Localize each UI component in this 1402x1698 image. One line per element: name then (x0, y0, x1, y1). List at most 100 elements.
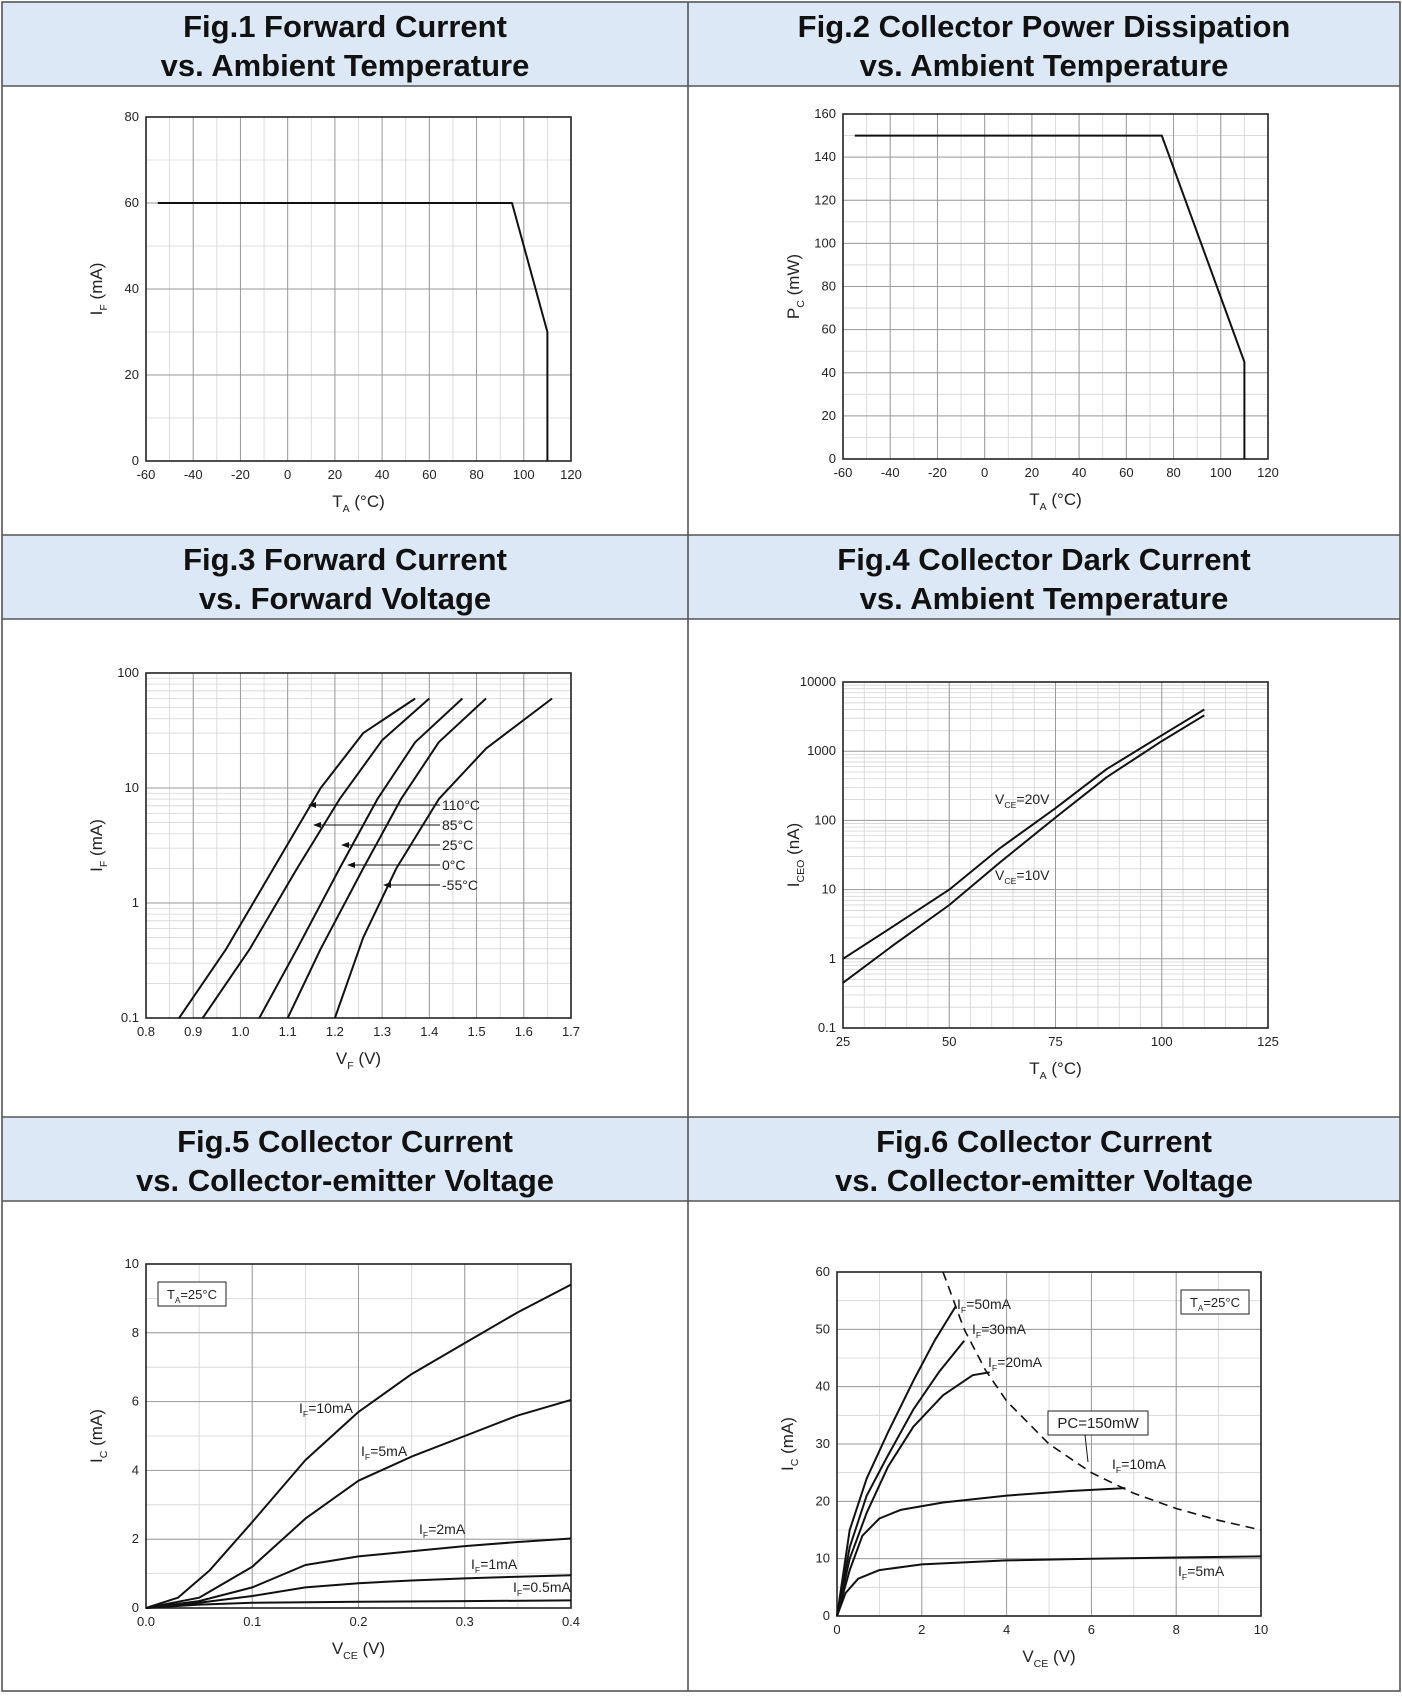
x-tick-label: 1.2 (326, 1024, 344, 1039)
series-line-1 (178, 697, 416, 1019)
series-label: VCE=20V (995, 791, 1050, 810)
figure-title-line2: vs. Forward Voltage (199, 581, 491, 616)
x-axis-title-rest: (°C) (350, 492, 385, 511)
figure-title-line1: Fig.1 Forward Current (183, 9, 507, 44)
power-limit-curve (942, 1271, 1262, 1531)
x-axis-title-main: V (1022, 1647, 1034, 1666)
series-label: IF=5mA (1178, 1563, 1225, 1582)
y-axis-title: PC (mW) (784, 254, 807, 319)
power-limit-box (1047, 1410, 1149, 1436)
x-axis-title: VCE (V) (332, 1639, 385, 1662)
y-tick-label: 4 (132, 1462, 139, 1477)
x-tick-label: 4 (1003, 1622, 1010, 1637)
y-tick-label: 60 (125, 195, 139, 210)
x-tick-label: 100 (1151, 1034, 1173, 1049)
plot-frame (145, 116, 572, 462)
panel-1: Fig.1 Forward Current vs. Ambient Tempera… (87, 9, 582, 515)
y-tick-label: 100 (117, 665, 139, 680)
y-tick-label: 40 (125, 281, 139, 296)
series-label-main: V (995, 791, 1005, 807)
plot-frame (842, 681, 1269, 1029)
x-axis-title-sub: A (1040, 1070, 1047, 1082)
y-tick-label: 0 (829, 451, 836, 466)
y-axis-title-main: I (784, 882, 803, 887)
y-axis-title-rest: (mA) (778, 1417, 797, 1459)
figure-title-line2: vs. Collector-emitter Voltage (136, 1163, 554, 1198)
x-axis-title-rest: (V) (354, 1049, 381, 1068)
series-label-rest: =5mA (370, 1443, 408, 1459)
x-tick-label: 1.4 (420, 1024, 438, 1039)
x-tick-label: -20 (231, 467, 250, 482)
x-tick-label: 100 (1210, 465, 1232, 480)
y-tick-label: 80 (125, 109, 139, 124)
series-label-rest: =20V (1016, 791, 1050, 807)
y-tick-label: 50 (816, 1321, 830, 1336)
series-pointer-arrowhead (308, 802, 316, 808)
panel-3: Fig.3 Forward Current vs. Forward Voltage… (87, 542, 580, 1072)
series-label-rest: =10mA (308, 1400, 353, 1416)
power-limit-pointer (1084, 1434, 1089, 1463)
figure-title-line2: vs. Ambient Temperature (161, 48, 530, 83)
y-axis-title-main: I (87, 1458, 106, 1463)
series-label-sub: F (976, 1330, 981, 1340)
y-tick-label: 100 (814, 812, 836, 827)
y-tick-label: 60 (822, 322, 836, 337)
series-label-sub: F (961, 1305, 966, 1315)
series-label-rest: =5mA (1187, 1563, 1225, 1579)
series-label-sub: F (992, 1363, 997, 1373)
series-line-3 (145, 1537, 572, 1609)
y-tick-label: 10000 (800, 674, 836, 689)
series-label-main: V (995, 867, 1005, 883)
condition-label-sub: A (175, 1296, 181, 1305)
series-label-main: I (1178, 1563, 1182, 1579)
major-grid (842, 113, 1269, 460)
series-line-3 (258, 697, 464, 1019)
series-label: IF=2mA (419, 1521, 466, 1540)
figure-title-line1: Fig.2 Collector Power Dissipation (798, 9, 1291, 44)
x-tick-label: 80 (1166, 465, 1180, 480)
y-axis-title-sub: F (98, 304, 110, 311)
y-tick-label: 30 (816, 1436, 830, 1451)
series-label: 110°C (442, 797, 480, 813)
x-tick-label: 1.0 (231, 1024, 249, 1039)
x-axis-title-sub: A (1040, 501, 1047, 513)
y-tick-label: 100 (814, 235, 836, 250)
x-tick-label: -40 (184, 467, 203, 482)
series-label-main: I (419, 1521, 423, 1537)
series-line-5 (145, 1599, 572, 1609)
series-line-2 (145, 1398, 572, 1609)
series-label-sub: CE (1004, 876, 1016, 886)
x-axis-title: TA (°C) (1029, 1059, 1082, 1082)
series-label-sub: F (1116, 1465, 1121, 1475)
y-axis-title-sub: F (98, 860, 110, 867)
x-axis-title: TA (°C) (332, 492, 385, 515)
condition-label: TA=25°C (167, 1287, 217, 1305)
series-label: IF=20mA (988, 1354, 1043, 1373)
plot-frame (145, 672, 572, 1019)
x-axis-title-rest: (V) (1048, 1647, 1075, 1666)
y-axis-title-rest: (mW) (784, 254, 803, 300)
x-axis-title-sub: CE (343, 1650, 358, 1662)
y-tick-label: 40 (816, 1379, 830, 1394)
x-tick-label: 1.6 (515, 1024, 533, 1039)
x-tick-label: -40 (881, 465, 900, 480)
series-label: IF=10mA (1112, 1456, 1167, 1475)
y-axis-title: IF (mA) (87, 819, 110, 872)
y-axis-title: IC (mA) (778, 1417, 801, 1471)
y-axis-title: IC (mA) (87, 1409, 110, 1463)
x-tick-label: 120 (560, 467, 582, 482)
x-tick-label: -60 (834, 465, 853, 480)
x-tick-label: 1.7 (562, 1024, 580, 1039)
x-tick-label: 75 (1048, 1034, 1062, 1049)
y-axis-title-rest: (mA) (87, 819, 106, 861)
series-label: IF=1mA (471, 1556, 518, 1575)
x-axis-title-main: T (1029, 490, 1039, 509)
series-label-rest: =10V (1016, 867, 1050, 883)
figure-title-line1: Fig.6 Collector Current (876, 1124, 1212, 1159)
y-axis-title-main: I (778, 1466, 797, 1471)
series-label-rest: =1mA (480, 1556, 518, 1572)
y-tick-label: 160 (814, 106, 836, 121)
series-line-1 (842, 708, 1205, 960)
